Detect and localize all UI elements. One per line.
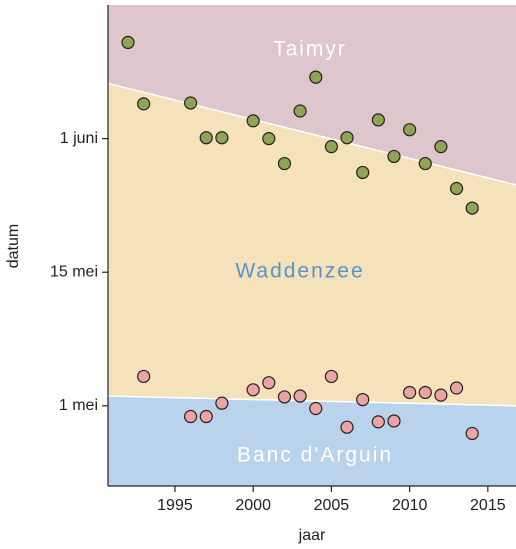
data-point [340,131,354,145]
data-point [184,409,198,424]
data-point [199,131,213,145]
data-point [356,165,370,180]
data-point [293,104,307,118]
data-point [309,70,323,84]
x-tick-label: 2005 [314,497,350,514]
data-point [403,385,417,400]
data-point [403,123,417,137]
data-point [418,156,432,171]
data-point [387,414,401,428]
data-point [309,401,323,416]
data-point [356,392,370,407]
region-label: Taimyr [273,38,347,61]
data-point [449,181,464,196]
data-point [371,113,385,127]
data-point [199,409,213,424]
region [108,5,516,185]
region-label: Banc d'Arguin [237,444,393,467]
boundary-line [107,395,516,407]
data-point [137,369,151,384]
data-point [293,389,307,403]
data-point [121,35,135,50]
y-axis-label: datum [5,224,22,268]
data-point [324,140,338,154]
data-point [277,390,292,404]
data-point [371,415,385,429]
x-tick-label: 2015 [470,497,506,514]
data-point [215,396,229,410]
boundary-line [107,82,516,186]
data-point [434,140,448,154]
data-point [340,420,354,434]
data-point [262,132,276,146]
data-point [184,96,198,110]
y-tick-label: 15 mei [50,263,98,280]
data-point [277,156,292,171]
x-tick-label: 1995 [157,497,193,514]
x-tick-label: 2000 [235,497,271,514]
data-point [262,376,276,390]
data-point [434,388,448,402]
data-point [387,149,401,164]
data-point [465,201,479,215]
region-label: Waddenzee [235,260,364,283]
data-point [324,369,338,384]
data-point [137,97,151,111]
x-axis-label: jaar [298,527,326,544]
data-point [449,381,464,395]
data-point [465,426,479,441]
y-tick-label: 1 mei [59,397,98,414]
data-point [215,131,229,145]
y-tick-label: 1 juni [60,130,98,147]
data-point [246,383,260,397]
data-point [246,114,260,128]
data-point [418,385,432,400]
x-tick-label: 2010 [392,497,428,514]
region [108,83,516,406]
